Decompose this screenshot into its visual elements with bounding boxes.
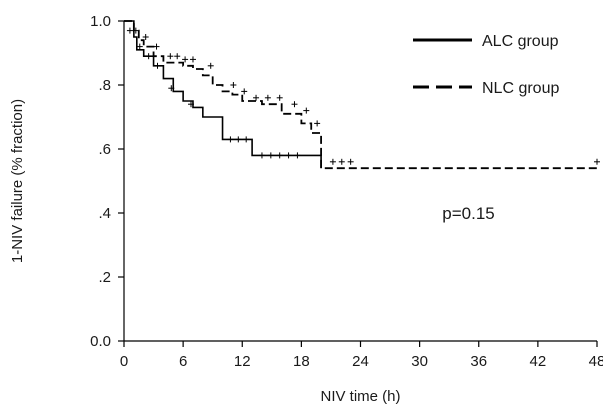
censor-mark (303, 107, 310, 114)
censor-mark (235, 136, 242, 143)
axes (123, 21, 597, 342)
y-tick-label: 0.0 (90, 333, 111, 350)
legend: ALC group NLC group (413, 33, 559, 97)
censor-mark (153, 43, 160, 50)
censor-mark (227, 136, 234, 143)
censor-mark (182, 56, 189, 63)
y-tick-label: .4 (98, 205, 111, 222)
censor-mark (132, 27, 139, 34)
censor-mark (142, 34, 149, 40)
y-tick-label: .2 (98, 269, 111, 286)
x-axis-title: NIV time (h) (320, 388, 400, 405)
x-tick-label: 48 (589, 353, 603, 370)
censor-mark (276, 152, 283, 159)
censor-mark (253, 94, 260, 101)
series-line-1 (124, 20, 322, 169)
censor-mark (189, 56, 196, 63)
censor-mark (264, 94, 271, 101)
censor-mark (230, 82, 237, 88)
censor-mark (294, 152, 301, 159)
y-tick-label: .6 (98, 141, 111, 158)
censor-mark (314, 120, 321, 127)
legend-label-2: NLC group (482, 80, 559, 97)
x-tick-label: 24 (352, 353, 369, 370)
x-tick-label: 12 (234, 353, 251, 370)
y-tick-label: 1.0 (90, 13, 111, 30)
censor-mark (347, 158, 354, 165)
censor-mark (174, 53, 181, 60)
censor-mark (276, 94, 283, 101)
censor-mark (188, 101, 195, 108)
legend-label-1: ALC group (482, 33, 559, 50)
ticks: 0 6 12 18 24 30 36 42 48 0.0 .2 .4 .6 .8 1.0 (90, 13, 603, 370)
series-line-2 (124, 20, 597, 170)
censor-mark (126, 27, 133, 34)
series-layer (124, 20, 600, 170)
censor-mark (154, 62, 161, 69)
censor-mark (167, 53, 174, 60)
censor-mark (267, 152, 274, 159)
y-tick-label: .8 (98, 77, 111, 94)
censor-mark (285, 152, 292, 159)
censor-mark (258, 152, 265, 159)
y-axis-title: 1-NIV failure (% fraction) (9, 99, 26, 263)
censor-mark (329, 158, 336, 165)
censor-mark (168, 85, 175, 92)
x-tick-label: 42 (530, 353, 547, 370)
x-tick-label: 18 (293, 353, 310, 370)
censor-mark (207, 62, 214, 69)
censor-mark (136, 43, 143, 50)
p-value-annotation: p=0.15 (442, 204, 494, 223)
censor-mark (291, 101, 298, 108)
x-tick-label: 36 (470, 353, 487, 370)
x-tick-label: 0 (120, 353, 128, 370)
x-tick-label: 6 (179, 353, 187, 370)
censor-mark (594, 158, 600, 165)
censor-mark (243, 136, 250, 143)
x-tick-label: 30 (411, 353, 428, 370)
censor-mark (241, 88, 248, 95)
censor-mark (338, 158, 345, 165)
censor-mark (145, 53, 152, 60)
